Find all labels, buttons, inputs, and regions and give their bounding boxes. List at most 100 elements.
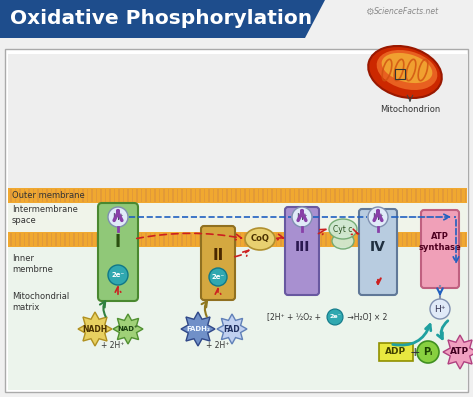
FancyBboxPatch shape <box>37 233 38 246</box>
Polygon shape <box>0 0 325 38</box>
FancyBboxPatch shape <box>208 189 210 202</box>
FancyBboxPatch shape <box>316 233 317 246</box>
FancyBboxPatch shape <box>235 233 236 246</box>
Circle shape <box>368 207 388 227</box>
FancyBboxPatch shape <box>411 233 412 246</box>
Circle shape <box>292 207 312 227</box>
FancyBboxPatch shape <box>201 226 235 300</box>
FancyBboxPatch shape <box>275 233 277 246</box>
FancyBboxPatch shape <box>447 189 448 202</box>
FancyBboxPatch shape <box>366 189 367 202</box>
FancyBboxPatch shape <box>266 189 268 202</box>
FancyBboxPatch shape <box>203 189 205 202</box>
Text: Inner
membrne: Inner membrne <box>12 254 53 274</box>
FancyBboxPatch shape <box>411 189 412 202</box>
FancyBboxPatch shape <box>118 233 120 246</box>
FancyBboxPatch shape <box>42 189 43 202</box>
Text: 2e⁻: 2e⁻ <box>211 274 225 280</box>
FancyBboxPatch shape <box>154 233 156 246</box>
Text: H⁺: H⁺ <box>372 212 384 222</box>
FancyBboxPatch shape <box>100 233 102 246</box>
Text: NADH: NADH <box>82 324 108 333</box>
FancyBboxPatch shape <box>451 233 453 246</box>
FancyBboxPatch shape <box>33 233 34 246</box>
FancyBboxPatch shape <box>131 189 133 202</box>
FancyBboxPatch shape <box>424 189 426 202</box>
FancyBboxPatch shape <box>230 189 232 202</box>
FancyBboxPatch shape <box>271 233 272 246</box>
FancyBboxPatch shape <box>28 233 29 246</box>
FancyBboxPatch shape <box>217 233 219 246</box>
FancyBboxPatch shape <box>280 233 281 246</box>
Text: I: I <box>115 233 121 251</box>
FancyBboxPatch shape <box>5 49 468 392</box>
FancyBboxPatch shape <box>185 233 187 246</box>
FancyBboxPatch shape <box>154 189 156 202</box>
FancyBboxPatch shape <box>370 233 371 246</box>
FancyBboxPatch shape <box>194 189 196 202</box>
FancyBboxPatch shape <box>447 233 448 246</box>
FancyBboxPatch shape <box>289 233 290 246</box>
FancyBboxPatch shape <box>330 189 331 202</box>
Ellipse shape <box>368 46 442 98</box>
Circle shape <box>108 207 128 227</box>
FancyBboxPatch shape <box>149 189 151 202</box>
FancyBboxPatch shape <box>208 233 210 246</box>
FancyBboxPatch shape <box>158 189 160 202</box>
FancyBboxPatch shape <box>64 233 65 246</box>
Text: H⁺: H⁺ <box>112 212 124 222</box>
FancyBboxPatch shape <box>285 207 319 295</box>
FancyBboxPatch shape <box>123 233 124 246</box>
FancyBboxPatch shape <box>51 233 52 246</box>
FancyBboxPatch shape <box>127 189 129 202</box>
FancyBboxPatch shape <box>167 233 169 246</box>
FancyBboxPatch shape <box>257 233 259 246</box>
FancyBboxPatch shape <box>393 233 394 246</box>
Circle shape <box>327 309 343 325</box>
FancyBboxPatch shape <box>149 233 151 246</box>
FancyBboxPatch shape <box>289 189 290 202</box>
FancyBboxPatch shape <box>384 233 385 246</box>
FancyBboxPatch shape <box>312 189 313 202</box>
FancyBboxPatch shape <box>19 233 20 246</box>
FancyBboxPatch shape <box>406 189 408 202</box>
FancyBboxPatch shape <box>464 189 466 202</box>
FancyBboxPatch shape <box>203 233 205 246</box>
FancyBboxPatch shape <box>158 233 160 246</box>
FancyBboxPatch shape <box>438 233 439 246</box>
Ellipse shape <box>329 219 357 239</box>
FancyBboxPatch shape <box>433 189 435 202</box>
Text: + 2H⁺: + 2H⁺ <box>101 341 125 349</box>
FancyBboxPatch shape <box>69 189 70 202</box>
Text: + 2H⁺: + 2H⁺ <box>206 341 230 349</box>
FancyBboxPatch shape <box>442 189 444 202</box>
FancyBboxPatch shape <box>321 189 322 202</box>
FancyBboxPatch shape <box>172 189 174 202</box>
FancyBboxPatch shape <box>78 233 79 246</box>
FancyBboxPatch shape <box>131 233 133 246</box>
FancyBboxPatch shape <box>185 189 187 202</box>
FancyBboxPatch shape <box>420 189 421 202</box>
Text: ADP: ADP <box>385 347 407 357</box>
FancyBboxPatch shape <box>298 233 299 246</box>
FancyBboxPatch shape <box>46 189 47 202</box>
FancyBboxPatch shape <box>275 189 277 202</box>
Text: H⁺: H⁺ <box>296 212 308 222</box>
FancyBboxPatch shape <box>248 233 250 246</box>
Polygon shape <box>113 314 143 344</box>
FancyBboxPatch shape <box>339 233 340 246</box>
FancyBboxPatch shape <box>221 233 223 246</box>
Ellipse shape <box>382 53 432 83</box>
FancyBboxPatch shape <box>96 189 97 202</box>
FancyBboxPatch shape <box>226 233 228 246</box>
FancyBboxPatch shape <box>253 233 254 246</box>
FancyBboxPatch shape <box>257 189 259 202</box>
FancyBboxPatch shape <box>361 233 362 246</box>
FancyBboxPatch shape <box>163 189 165 202</box>
FancyBboxPatch shape <box>60 233 61 246</box>
Text: +: + <box>410 345 420 358</box>
Text: ⚙: ⚙ <box>365 7 374 17</box>
Text: ATP: ATP <box>450 347 470 357</box>
FancyBboxPatch shape <box>325 233 326 246</box>
FancyBboxPatch shape <box>105 233 106 246</box>
